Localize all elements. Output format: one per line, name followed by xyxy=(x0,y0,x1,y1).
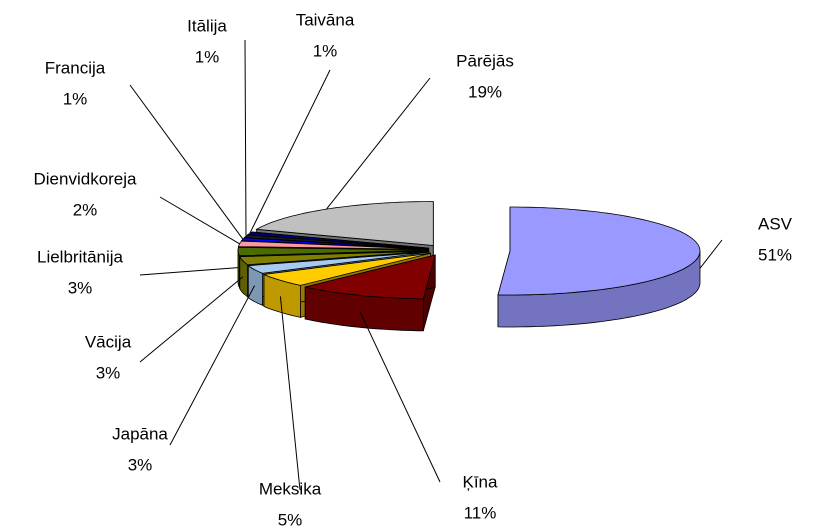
slice-value-label: 1% xyxy=(63,89,88,108)
slice xyxy=(262,252,431,286)
slice xyxy=(497,206,701,296)
slice-value-label: 5% xyxy=(278,510,303,529)
slice-value-label: 11% xyxy=(464,503,497,522)
slice xyxy=(305,254,436,300)
slice-value-label: 3% xyxy=(128,455,153,474)
leader-line xyxy=(359,311,441,483)
slice-value-label: 1% xyxy=(195,47,220,66)
leader-line xyxy=(326,77,431,210)
slice-value-label: 3% xyxy=(68,278,93,297)
slice xyxy=(239,250,429,266)
slice-label: Vācija xyxy=(85,332,132,351)
slice-value-label: 51% xyxy=(758,245,792,264)
leader-line xyxy=(169,285,256,446)
slice-label: Lielbritānija xyxy=(37,247,124,266)
slice-label: Ķīna xyxy=(463,472,499,491)
slice-label: Pārējās xyxy=(456,51,514,70)
leader-line xyxy=(249,69,331,234)
slice-label: Meksika xyxy=(259,479,322,498)
leader-line xyxy=(159,196,240,245)
slice-label: Dienvidkoreja xyxy=(34,169,138,188)
slice-label: Japāna xyxy=(112,424,168,443)
leader-line xyxy=(279,296,301,491)
slice-label: Francija xyxy=(45,58,106,77)
slice-label: Itālija xyxy=(187,16,227,35)
slice-value-label: 1% xyxy=(313,41,338,60)
slice xyxy=(237,240,429,250)
leader-line xyxy=(139,267,239,276)
leader-line xyxy=(129,84,244,240)
leader-line xyxy=(139,276,244,363)
slice-value-label: 3% xyxy=(96,363,121,382)
leader-line xyxy=(244,39,247,237)
slice-value-label: 19% xyxy=(468,82,502,101)
slice-label: ASV xyxy=(758,214,793,233)
leader-line xyxy=(699,239,723,269)
slice-value-label: 2% xyxy=(73,200,98,219)
slice xyxy=(237,246,429,257)
slice-label: Taivāna xyxy=(296,10,355,29)
slice xyxy=(247,251,430,274)
